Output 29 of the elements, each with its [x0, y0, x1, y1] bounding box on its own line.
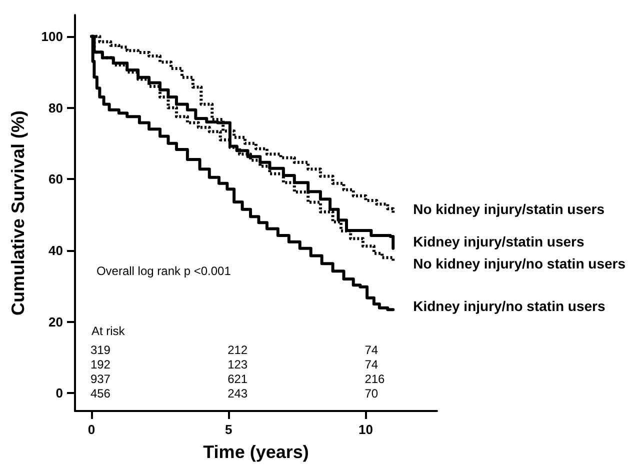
series-label: No kidney injury/no statin users: [413, 256, 626, 272]
y-tick-label: 40: [48, 242, 63, 258]
x-tick-label: 10: [358, 422, 373, 437]
x-tick-label: 0: [88, 422, 96, 437]
annotation: 621: [228, 372, 248, 386]
annotation: 123: [228, 358, 248, 372]
series-label: Kidney injury/statin users: [413, 233, 584, 250]
annotation: 216: [364, 372, 386, 386]
annotation: 243: [228, 386, 248, 401]
x-tick-label: 5: [224, 422, 232, 437]
annotation: 192: [90, 358, 111, 372]
x-axis-title: Time (years): [203, 442, 309, 462]
annotation: 212: [228, 343, 248, 358]
annotation: 74: [364, 343, 378, 358]
annotation: 74: [364, 358, 378, 372]
series-label: Kidney injury/no statin users: [413, 298, 606, 314]
annotation: 937: [90, 372, 111, 386]
y-tick-label: 20: [48, 314, 63, 330]
annotation: Overall log rank p <0.001: [96, 264, 232, 278]
annotation: 456: [90, 386, 111, 401]
y-tick-label: 100: [41, 28, 63, 44]
y-axis-title: Cumulative Survival (%): [8, 110, 28, 316]
y-tick-label: 80: [48, 100, 63, 116]
series-label: No kidney injury/statin users: [413, 200, 605, 217]
annotation: 70: [364, 386, 378, 401]
y-tick-label: 60: [48, 172, 63, 187]
annotation: At risk: [91, 324, 126, 338]
y-tick-label: 0: [56, 386, 63, 401]
annotation: 319: [90, 343, 111, 358]
